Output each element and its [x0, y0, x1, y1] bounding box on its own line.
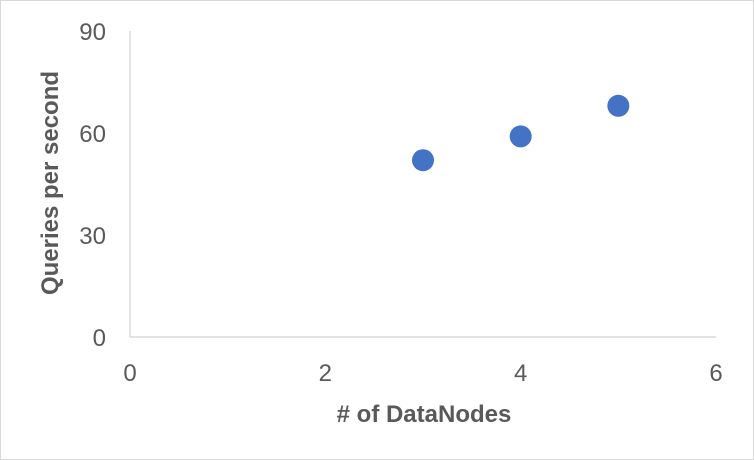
x-tick-label: 0: [123, 360, 136, 387]
x-tick-label: 4: [514, 360, 527, 387]
x-tick-label: 2: [319, 360, 332, 387]
y-tick-labels: 0 30 60 90: [79, 19, 106, 352]
x-tick-labels: 0 2 4 6: [123, 360, 722, 387]
axes: [129, 31, 716, 338]
y-tick-label: 90: [79, 19, 106, 46]
data-points: [412, 94, 630, 172]
data-point: [509, 125, 532, 148]
y-tick-label: 0: [93, 325, 106, 352]
x-axis-title: # of DataNodes: [337, 401, 512, 428]
y-tick-label: 30: [79, 223, 106, 250]
x-tick-label: 6: [709, 360, 722, 387]
y-tick-label: 60: [79, 121, 106, 148]
data-point: [412, 149, 434, 172]
data-point: [607, 94, 630, 117]
y-axis-title: Queries per second: [37, 71, 64, 295]
